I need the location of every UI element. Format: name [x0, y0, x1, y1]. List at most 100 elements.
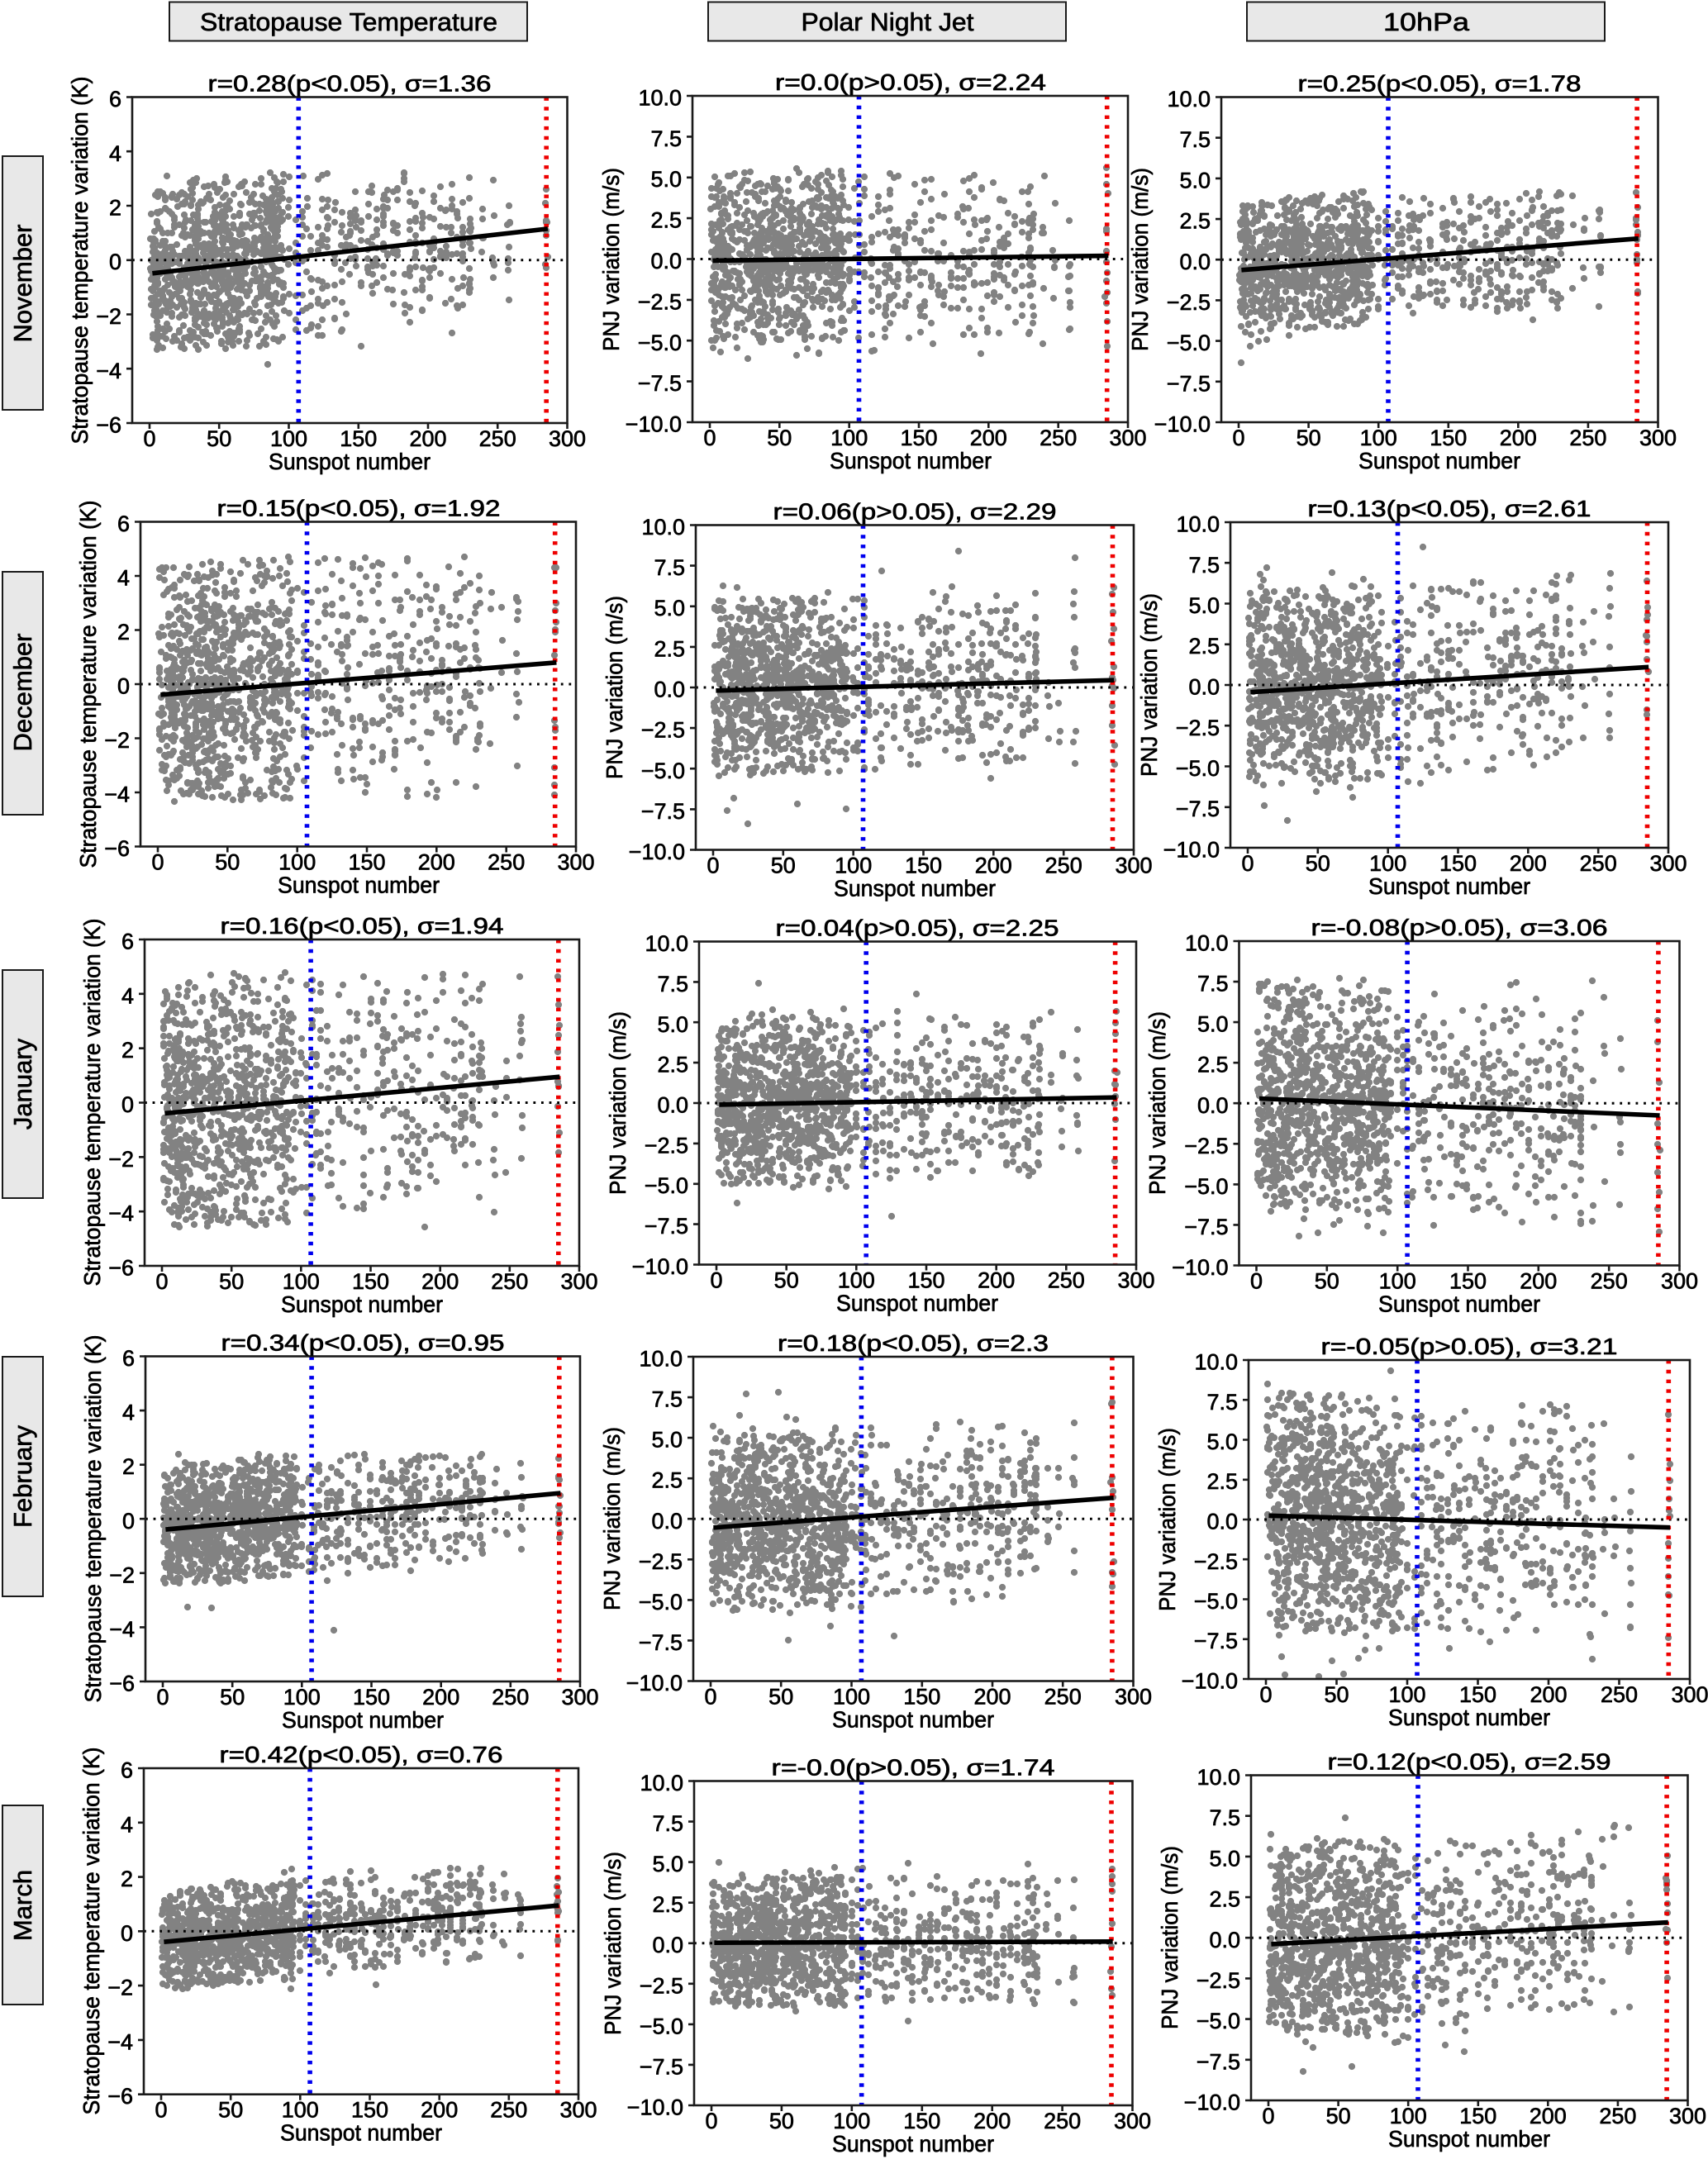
- svg-text:0: 0: [710, 1268, 722, 1293]
- svg-text:r=0.15(p<0.05), σ=1.92: r=0.15(p<0.05), σ=1.92: [217, 496, 501, 521]
- svg-text:0: 0: [117, 674, 130, 699]
- svg-text:100: 100: [1390, 2104, 1427, 2128]
- svg-text:300: 300: [1649, 851, 1687, 876]
- svg-text:200: 200: [409, 426, 446, 451]
- svg-text:0: 0: [1241, 851, 1254, 876]
- svg-text:−6: −6: [96, 413, 121, 438]
- svg-text:200: 200: [973, 2109, 1011, 2133]
- svg-text:7.5: 7.5: [1188, 553, 1220, 578]
- svg-text:100: 100: [830, 426, 868, 450]
- svg-text:50: 50: [218, 2098, 243, 2123]
- svg-text:−2.5: −2.5: [1167, 290, 1211, 315]
- svg-text:200: 200: [975, 854, 1012, 878]
- svg-text:5.0: 5.0: [652, 1852, 683, 1876]
- svg-text:150: 150: [352, 1269, 389, 1294]
- svg-text:300: 300: [1671, 1682, 1708, 1707]
- svg-text:100: 100: [282, 2098, 319, 2123]
- svg-text:−10.0: −10.0: [1163, 838, 1220, 863]
- svg-text:250: 250: [1580, 851, 1617, 876]
- svg-text:2.5: 2.5: [1197, 1053, 1229, 1077]
- svg-text:200: 200: [1530, 2104, 1567, 2128]
- svg-text:100: 100: [283, 1269, 320, 1294]
- svg-text:7.5: 7.5: [1206, 1390, 1238, 1415]
- svg-text:−10.0: −10.0: [626, 1671, 683, 1696]
- svg-text:6: 6: [121, 930, 134, 954]
- svg-text:March: March: [8, 1870, 37, 1941]
- svg-text:−10.0: −10.0: [1172, 1255, 1228, 1280]
- svg-text:February: February: [8, 1424, 37, 1528]
- svg-text:−5.0: −5.0: [1197, 2009, 1240, 2033]
- svg-text:0: 0: [155, 2098, 167, 2123]
- svg-text:−5.0: −5.0: [1184, 1174, 1228, 1199]
- svg-text:150: 150: [900, 426, 937, 450]
- svg-text:PNJ variation (m/s): PNJ variation (m/s): [598, 168, 624, 351]
- svg-text:10.0: 10.0: [1197, 1765, 1240, 1790]
- svg-text:2.5: 2.5: [650, 208, 682, 233]
- svg-text:−2.5: −2.5: [640, 1973, 683, 1998]
- svg-text:50: 50: [1296, 426, 1321, 450]
- svg-text:−2.5: −2.5: [645, 1133, 688, 1158]
- svg-text:300: 300: [1114, 2109, 1151, 2133]
- svg-text:Sunspot number: Sunspot number: [1368, 873, 1530, 899]
- svg-text:−7.5: −7.5: [639, 1630, 683, 1655]
- svg-text:−4: −4: [107, 2029, 133, 2054]
- svg-text:2.5: 2.5: [1188, 634, 1220, 659]
- svg-text:r=0.28(p<0.05), σ=1.36: r=0.28(p<0.05), σ=1.36: [208, 71, 492, 97]
- svg-text:2.5: 2.5: [652, 1892, 683, 1917]
- svg-text:4: 4: [109, 141, 121, 166]
- svg-text:100: 100: [835, 854, 872, 878]
- svg-text:−5.0: −5.0: [639, 1590, 683, 1615]
- svg-text:250: 250: [488, 850, 525, 875]
- svg-text:200: 200: [1520, 1269, 1557, 1294]
- svg-text:Sunspot number: Sunspot number: [1358, 448, 1520, 473]
- svg-text:250: 250: [491, 1269, 528, 1294]
- svg-text:100: 100: [838, 1268, 875, 1293]
- svg-text:0: 0: [156, 1685, 169, 1710]
- svg-text:250: 250: [1045, 854, 1082, 878]
- svg-text:−7.5: −7.5: [641, 799, 685, 824]
- svg-text:−2.5: −2.5: [641, 718, 685, 743]
- svg-text:PNJ variation (m/s): PNJ variation (m/s): [1154, 1428, 1180, 1611]
- svg-text:300: 300: [549, 426, 586, 451]
- svg-text:50: 50: [220, 1685, 245, 1710]
- svg-text:0: 0: [707, 854, 719, 878]
- svg-text:250: 250: [1040, 426, 1077, 450]
- svg-text:50: 50: [768, 1685, 793, 1710]
- svg-text:250: 250: [492, 1685, 529, 1710]
- svg-text:10.0: 10.0: [640, 1771, 683, 1795]
- svg-text:January: January: [8, 1038, 37, 1130]
- svg-text:10.0: 10.0: [639, 1347, 683, 1372]
- svg-text:0: 0: [705, 2109, 717, 2133]
- svg-text:0: 0: [109, 250, 121, 274]
- svg-text:−7.5: −7.5: [1176, 797, 1220, 821]
- svg-text:r=-0.0(p>0.05), σ=1.74: r=-0.0(p>0.05), σ=1.74: [772, 1755, 1055, 1781]
- svg-text:PNJ variation (m/s): PNJ variation (m/s): [1144, 1011, 1170, 1195]
- svg-text:4: 4: [117, 566, 130, 591]
- svg-text:50: 50: [215, 850, 240, 875]
- svg-text:5.0: 5.0: [1209, 1846, 1240, 1871]
- svg-text:PNJ variation (m/s): PNJ variation (m/s): [602, 596, 627, 779]
- svg-text:PNJ variation (m/s): PNJ variation (m/s): [1136, 593, 1162, 777]
- svg-text:−2: −2: [104, 728, 130, 753]
- svg-text:5.0: 5.0: [654, 596, 685, 621]
- svg-text:2: 2: [109, 196, 121, 221]
- svg-text:5.0: 5.0: [1206, 1429, 1238, 1454]
- svg-text:−2: −2: [108, 1147, 134, 1172]
- svg-text:6: 6: [121, 1758, 133, 1783]
- svg-text:−5.0: −5.0: [645, 1173, 688, 1198]
- svg-text:7.5: 7.5: [654, 555, 685, 580]
- svg-text:150: 150: [1439, 851, 1477, 876]
- svg-text:Stratopause temperature variat: Stratopause temperature variation (K): [79, 919, 105, 1287]
- svg-text:Sunspot number: Sunspot number: [1388, 2126, 1550, 2152]
- svg-text:2.5: 2.5: [1209, 1887, 1240, 1912]
- svg-text:Sunspot number: Sunspot number: [269, 449, 431, 474]
- svg-text:10.0: 10.0: [638, 86, 682, 111]
- svg-text:r=-0.08(p>0.05), σ=3.06: r=-0.08(p>0.05), σ=3.06: [1311, 915, 1608, 940]
- svg-text:50: 50: [207, 426, 231, 451]
- svg-text:0.0: 0.0: [652, 1933, 683, 1957]
- svg-text:200: 200: [422, 1685, 459, 1710]
- svg-text:−6: −6: [108, 1256, 134, 1281]
- svg-text:300: 300: [561, 1685, 598, 1710]
- svg-text:0.0: 0.0: [1206, 1510, 1238, 1534]
- svg-text:0: 0: [122, 1509, 135, 1534]
